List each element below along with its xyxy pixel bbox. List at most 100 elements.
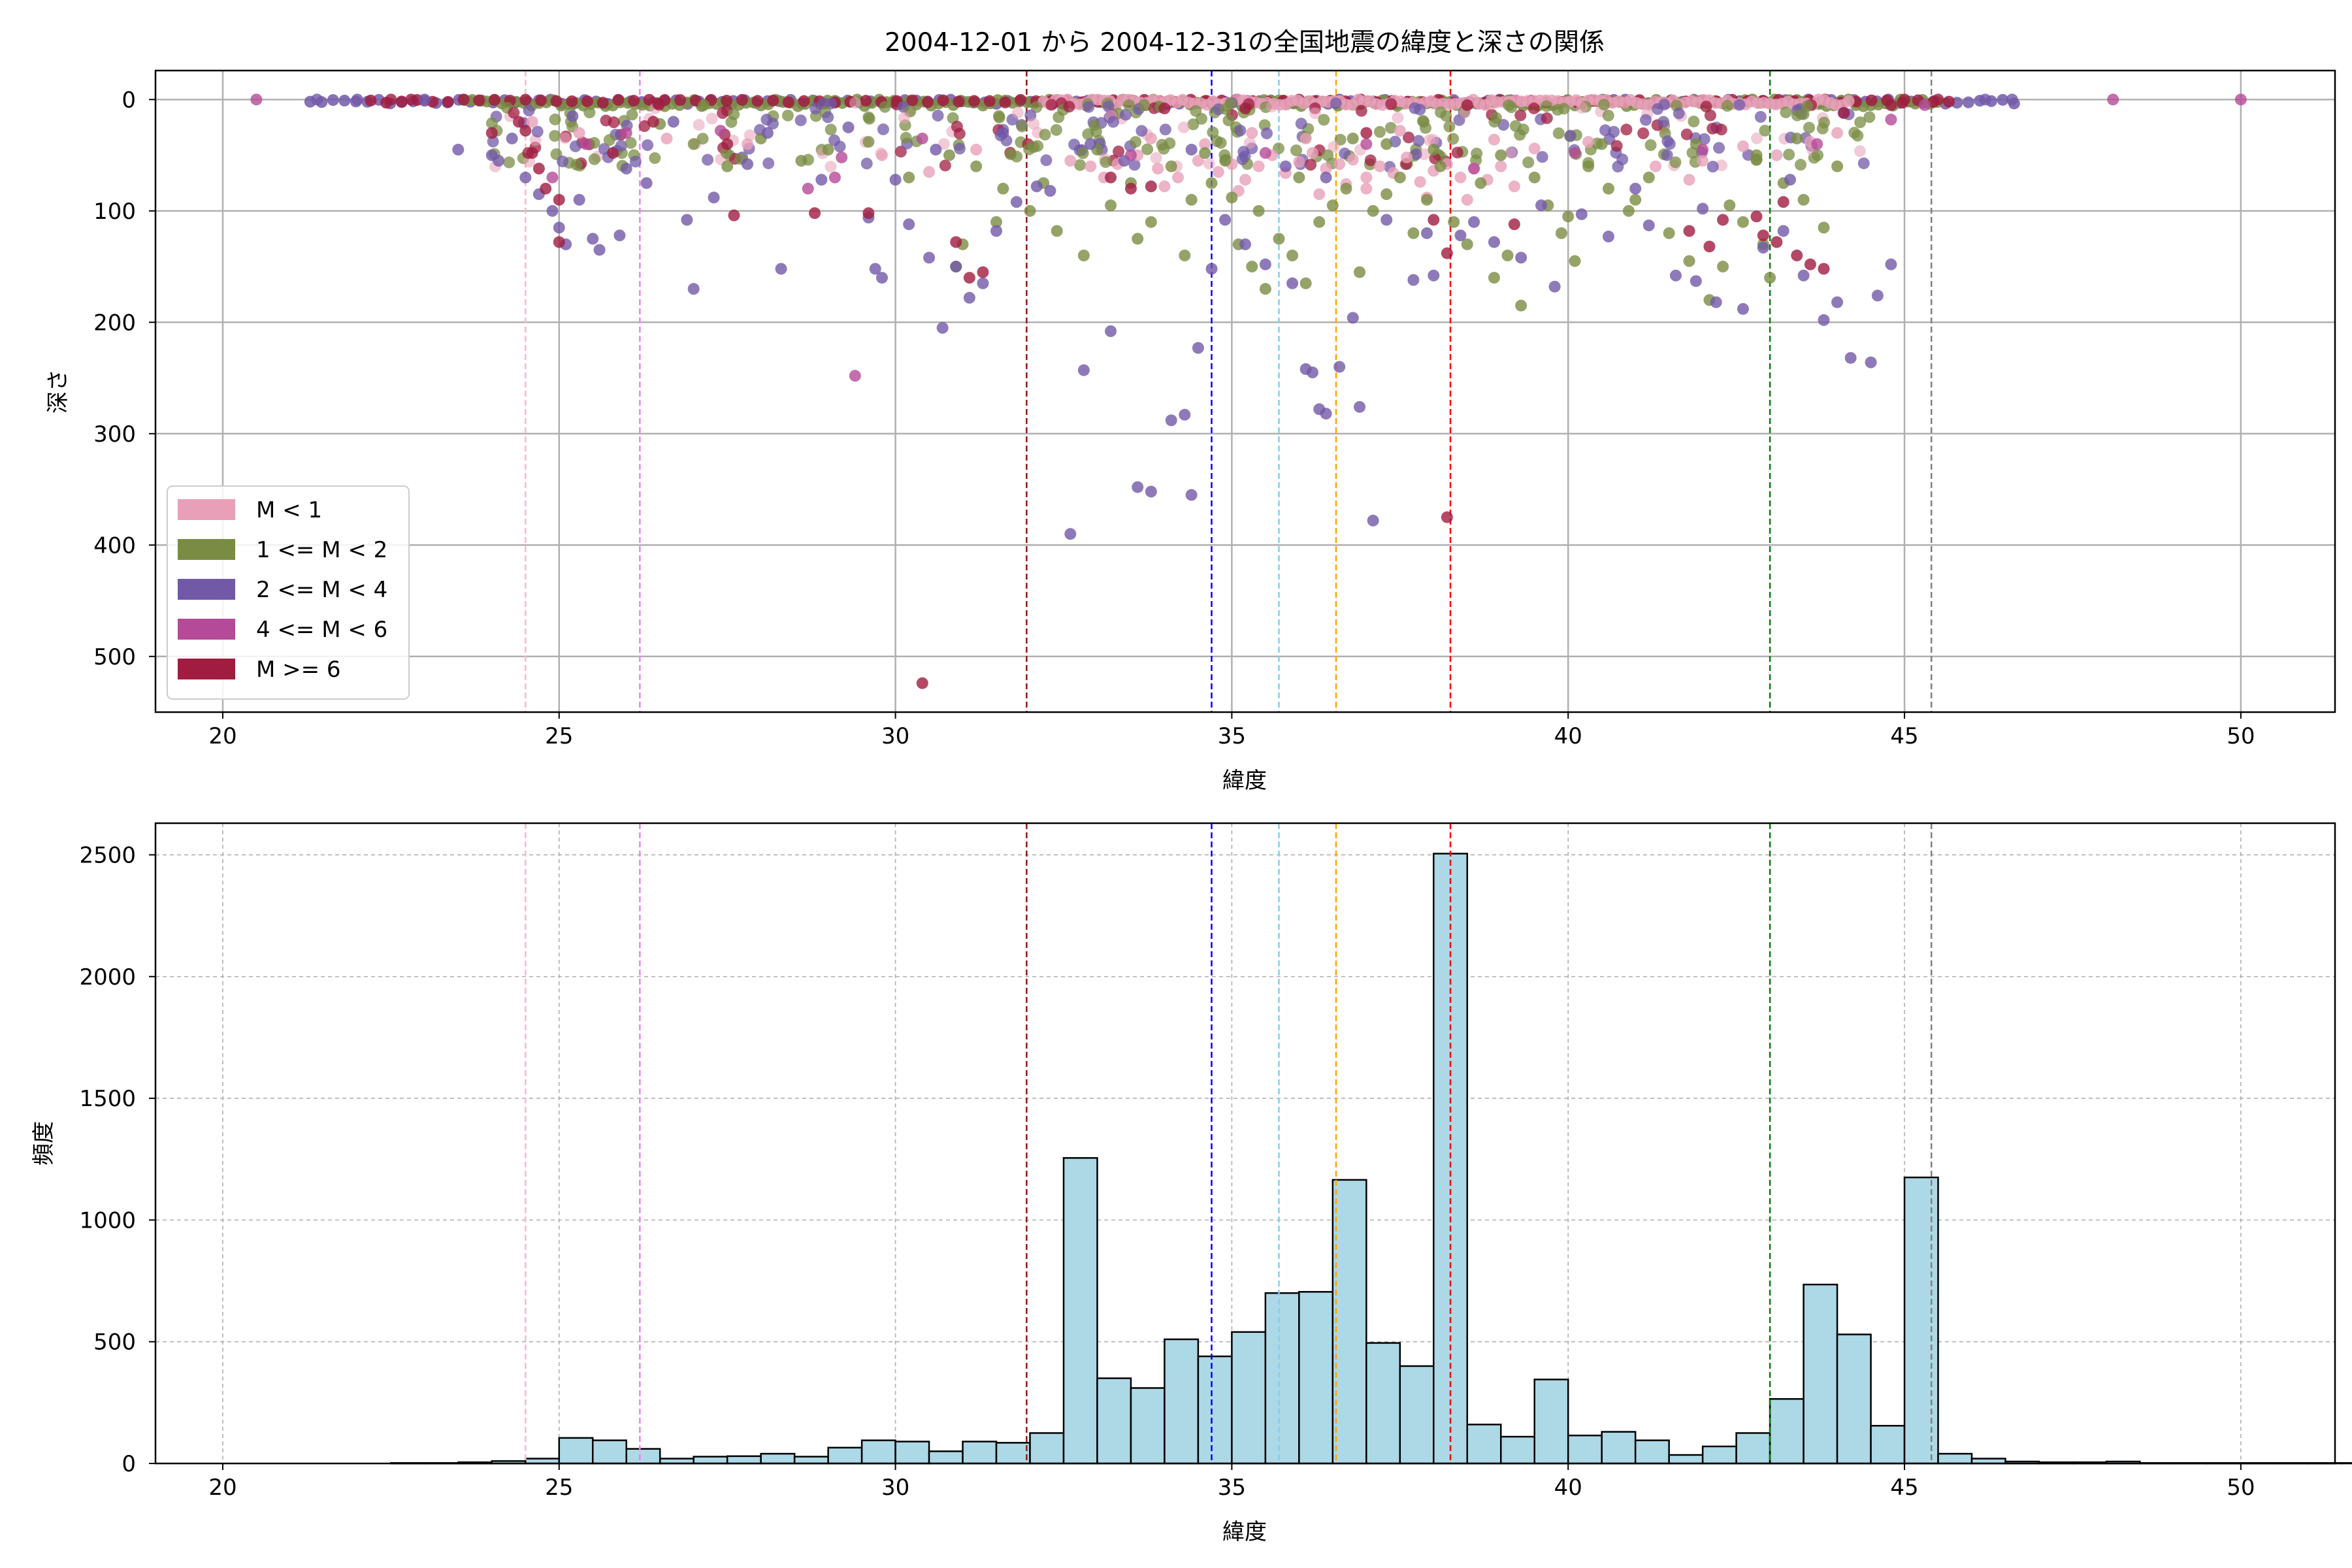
scatter-point: [1737, 302, 1749, 315]
scatter-point: [1192, 155, 1204, 167]
scatter-point: [1085, 160, 1097, 172]
scatter-point: [652, 97, 664, 110]
scatter-point: [1414, 176, 1426, 188]
scatter-point: [1409, 102, 1421, 114]
scatter-point: [1857, 157, 1870, 169]
scatter-point: [906, 94, 919, 106]
scatter-point: [1505, 146, 1517, 159]
scatter-point: [1259, 283, 1271, 295]
scatter-point: [569, 140, 581, 152]
scatter-point: [1528, 171, 1541, 184]
scatter-point: [1373, 125, 1386, 138]
scatter-point: [1723, 199, 1736, 212]
scatter-point: [923, 252, 936, 264]
scatter-point: [1339, 147, 1351, 159]
scatter-point: [1650, 160, 1662, 172]
scatter-y-axis-label: 深さ: [45, 369, 71, 414]
scatter-point: [943, 149, 955, 161]
scatter-point: [1642, 171, 1655, 184]
scatter-point: [488, 93, 500, 106]
scatter-point: [1236, 153, 1249, 165]
histogram-x-axis-label: 緯度: [1222, 1519, 1267, 1545]
scatter-point: [1205, 263, 1218, 275]
scatter-x-tick-label: 20: [208, 723, 237, 749]
scatter-point: [1279, 160, 1292, 172]
scatter-point: [1401, 151, 1413, 163]
histogram-reference-lines: [525, 823, 1933, 1463]
scatter-point: [1100, 156, 1112, 169]
scatter-point: [1595, 138, 1608, 150]
histogram-bar: [962, 1441, 998, 1465]
histogram-x-tick-label: 20: [208, 1475, 237, 1501]
histogram-y-tick-label: 0: [122, 1451, 136, 1477]
scatter-point: [365, 94, 377, 106]
scatter-point: [638, 120, 651, 133]
scatter-point: [916, 677, 928, 689]
scatter-point: [1852, 129, 1864, 142]
scatter-point: [250, 93, 263, 106]
scatter-point: [802, 182, 814, 195]
scatter-point: [1854, 116, 1867, 129]
scatter-point: [1715, 159, 1727, 172]
histogram-bar: [827, 1446, 863, 1465]
scatter-point: [766, 118, 779, 130]
scatter-point: [1011, 150, 1023, 163]
scatter-point: [587, 233, 599, 245]
scatter-point: [822, 144, 834, 156]
scatter-point: [781, 109, 794, 122]
scatter-point: [1737, 216, 1749, 228]
scatter-point: [953, 142, 966, 155]
scatter-point: [877, 123, 889, 135]
scatter-point: [1211, 135, 1223, 148]
scatter-point: [953, 95, 965, 108]
scatter-point: [1795, 159, 1807, 171]
scatter-point: [649, 152, 661, 164]
histogram-bar: [894, 1441, 930, 1465]
scatter-point: [721, 160, 734, 172]
scatter-point: [1804, 258, 1816, 270]
scatter-point: [1313, 188, 1326, 201]
scatter-point: [937, 94, 949, 106]
scatter-point: [1558, 103, 1570, 115]
scatter-point: [1818, 314, 1830, 326]
scatter-point: [1997, 93, 2009, 106]
scatter-point: [1252, 160, 1265, 172]
scatter-point: [1105, 325, 1117, 337]
scatter-point: [1355, 105, 1367, 117]
scatter-point: [1468, 216, 1480, 228]
scatter-point: [1420, 122, 1432, 134]
scatter-point: [1569, 255, 1581, 267]
scatter-point: [1535, 199, 1548, 212]
histogram-bar: [1601, 1431, 1637, 1465]
scatter-point: [1495, 149, 1507, 161]
scatter-point: [1077, 147, 1089, 159]
scatter-point: [1717, 261, 1729, 273]
scatter-point: [1107, 116, 1119, 128]
scatter-point: [1286, 277, 1299, 289]
histogram-x-tick-label: 50: [2227, 1475, 2255, 1501]
scatter-point: [1661, 135, 1674, 148]
scatter-point: [923, 166, 936, 178]
scatter-point: [327, 94, 339, 106]
scatter-point: [1260, 127, 1273, 140]
scatter-point: [775, 263, 787, 275]
histogram-y-axis-label: 頻度: [31, 1121, 57, 1166]
scatter-point: [1715, 123, 1727, 136]
scatter-point: [1138, 99, 1151, 111]
scatter-y-tick-label: 0: [122, 87, 136, 113]
scatter-point: [936, 321, 949, 334]
scatter-point: [1865, 356, 1877, 368]
scatter-point: [1818, 221, 1830, 234]
figure-title: 2004-12-01 から 2004-12-31の全国地震の緯度と深さの関係: [885, 28, 1605, 57]
scatter-point: [1488, 133, 1500, 146]
scatter-point: [1508, 218, 1520, 231]
scatter-point: [1797, 193, 1810, 206]
scatter-point: [836, 151, 848, 163]
scatter-point: [1620, 123, 1633, 136]
scatter-point: [452, 144, 465, 156]
scatter-point: [513, 116, 525, 128]
scatter-point: [1243, 137, 1256, 149]
scatter-point: [553, 221, 565, 234]
